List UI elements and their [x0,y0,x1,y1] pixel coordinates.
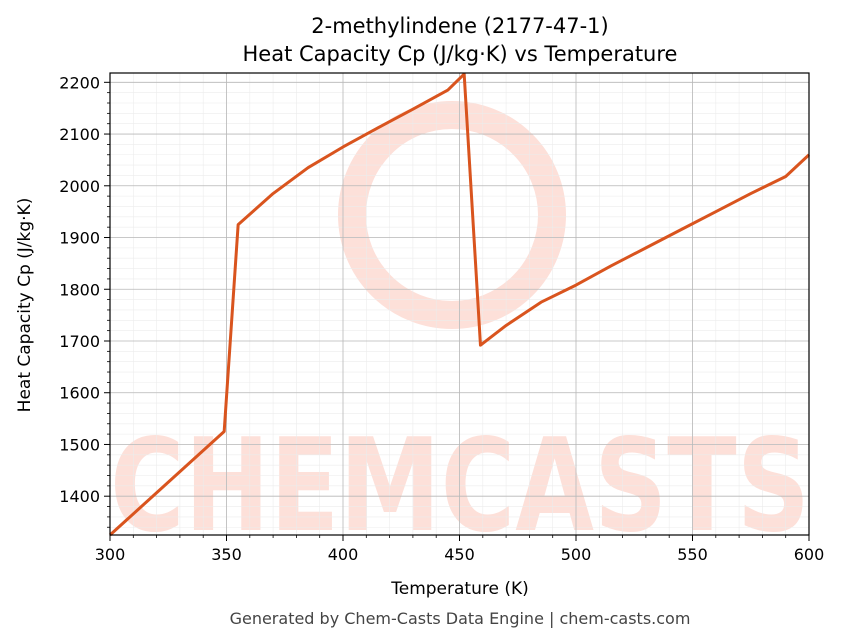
y-tick-label: 1900 [59,229,100,248]
y-tick-label: 1500 [59,435,100,454]
y-tick-label: 1700 [59,332,100,351]
y-tick-label: 2100 [59,125,100,144]
y-tick-label: 2000 [59,177,100,196]
x-tick-label: 350 [211,545,242,564]
y-tick-label: 1400 [59,487,100,506]
y-tick-label: 1600 [59,384,100,403]
x-tick-label: 450 [444,545,475,564]
chart-title: 2-methylindene (2177-47-1) [311,14,609,38]
x-tick-label: 500 [561,545,592,564]
y-tick-label: 2200 [59,73,100,92]
ticks-layer: 300 350 400 450 500 550 600 1400 1500 1600 1700 180… [59,73,824,564]
x-axis-label: Temperature (K) [390,579,529,599]
watermark: CHEMCASTS [110,101,810,561]
y-tick-label: 1800 [59,280,100,299]
series-layer [108,72,811,537]
x-tick-label: 600 [794,545,825,564]
x-tick-label: 300 [95,545,126,564]
watermark-logo-ring [338,101,566,329]
footer-credit: Generated by Chem-Casts Data Engine | ch… [230,609,691,628]
series-line-0 [108,72,811,537]
x-tick-label: 400 [328,545,359,564]
y-axis-label: Heat Capacity Cp (J/kg·K) [15,198,35,413]
chart-subtitle: Heat Capacity Cp (J/kg·K) vs Temperature [243,42,678,66]
x-tick-label: 550 [677,545,708,564]
